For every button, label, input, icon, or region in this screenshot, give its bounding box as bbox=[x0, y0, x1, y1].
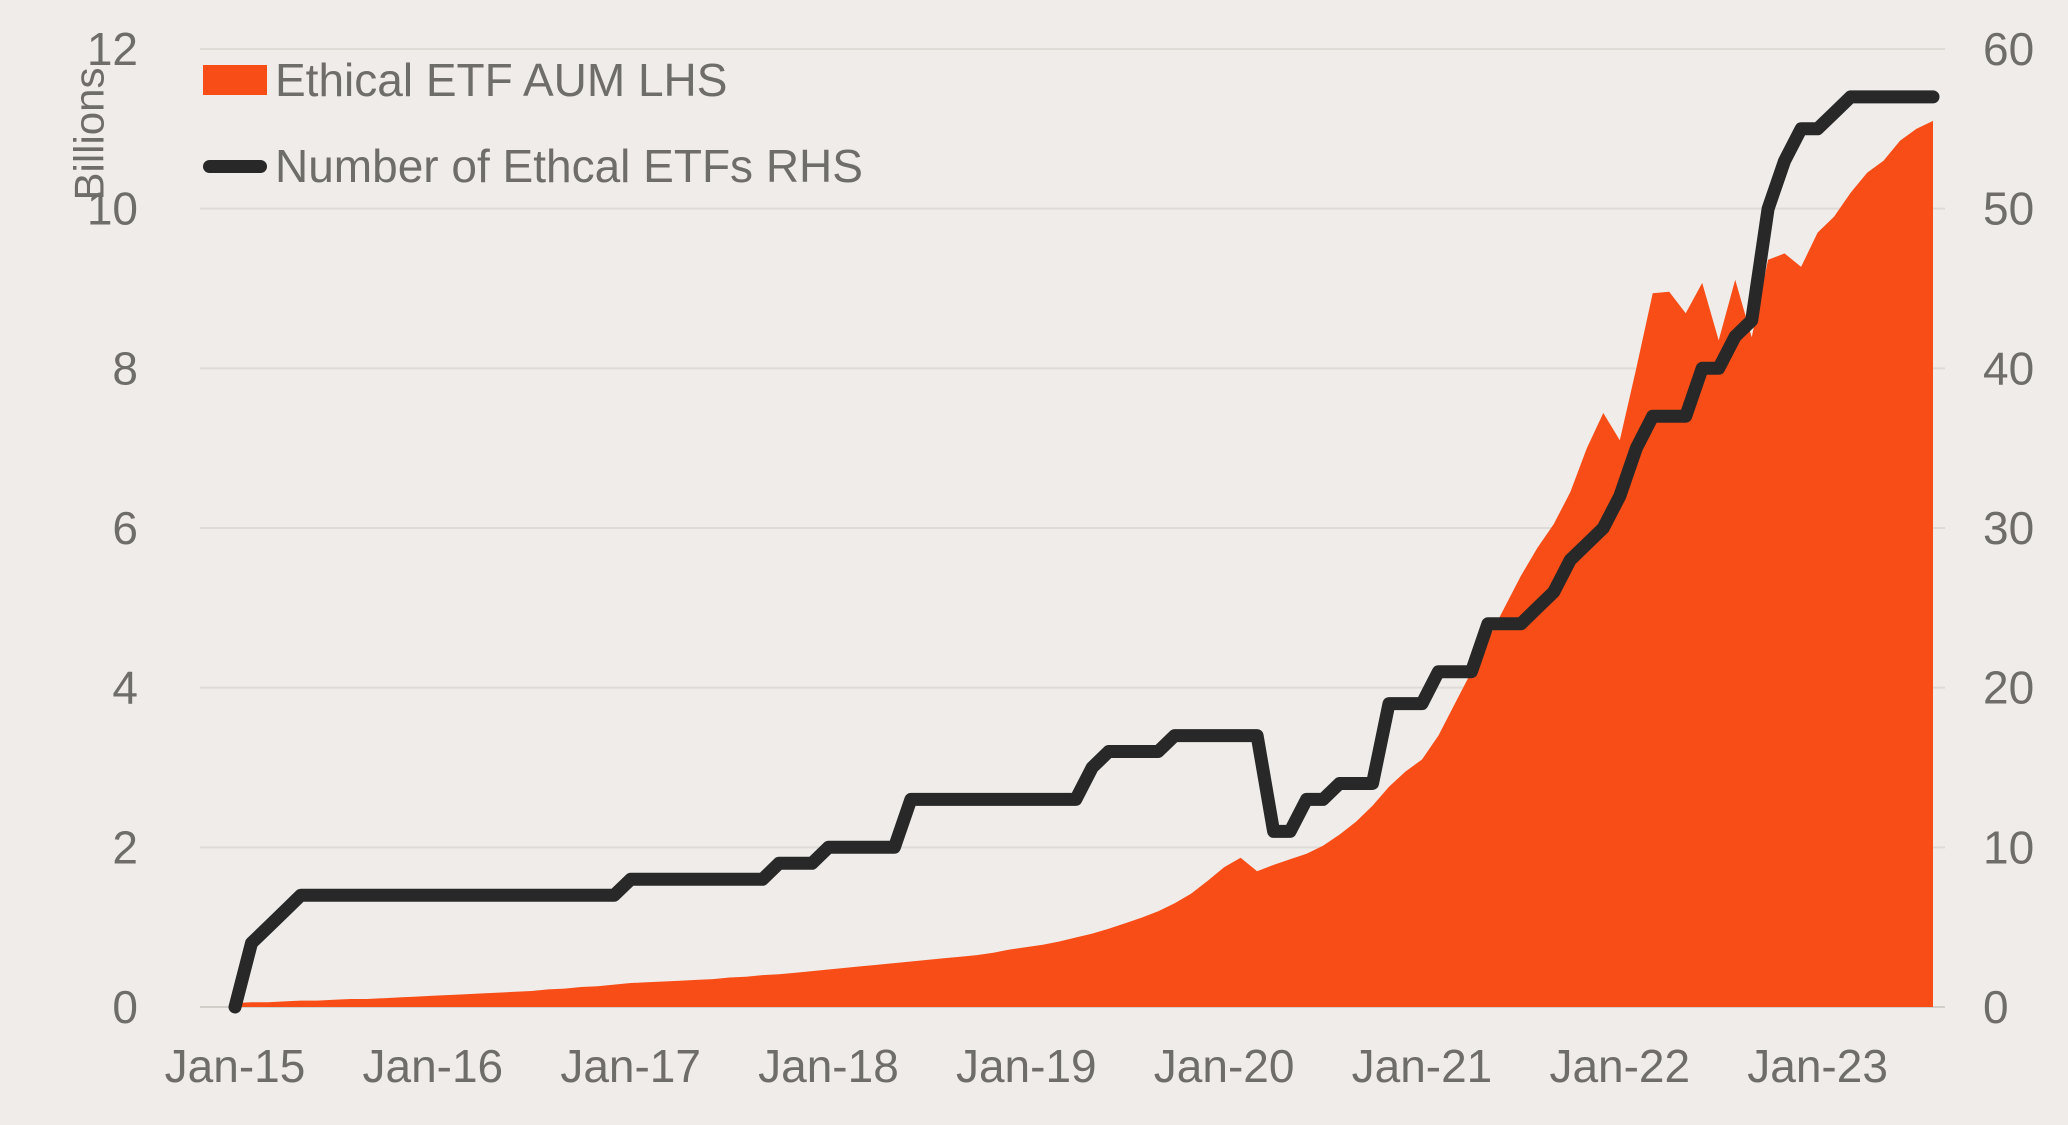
x-tick-label: Jan-20 bbox=[1154, 1040, 1295, 1092]
y-left-tick-label: 8 bbox=[112, 342, 138, 394]
x-tick-label: Jan-18 bbox=[758, 1040, 899, 1092]
x-tick-label: Jan-15 bbox=[165, 1040, 306, 1092]
x-tick-label: Jan-19 bbox=[956, 1040, 1097, 1092]
x-tick-label: Jan-22 bbox=[1549, 1040, 1690, 1092]
y-right-tick-label: 20 bbox=[1983, 662, 2034, 714]
x-tick-label: Jan-21 bbox=[1352, 1040, 1493, 1092]
y-right-tick-label: 10 bbox=[1983, 821, 2034, 873]
etf-count-line-series bbox=[228, 90, 1940, 1014]
y-left-tick-label: 2 bbox=[112, 821, 138, 873]
y-left-tick-label: 4 bbox=[112, 662, 138, 714]
x-tick-label: Jan-17 bbox=[560, 1040, 701, 1092]
x-tick-label: Jan-16 bbox=[362, 1040, 503, 1092]
y-right-tick-label: 50 bbox=[1983, 183, 2034, 235]
y-left-tick-label: 6 bbox=[112, 502, 138, 554]
y-left-axis-title: Billions bbox=[66, 67, 113, 200]
aum-area-series bbox=[235, 120, 1933, 1007]
y-right-tick-label: 0 bbox=[1983, 981, 2009, 1033]
y-left-tick-label: 0 bbox=[112, 981, 138, 1033]
y-right-tick-label: 60 bbox=[1983, 23, 2034, 75]
y-right-tick-label: 30 bbox=[1983, 502, 2034, 554]
x-tick-label: Jan-23 bbox=[1747, 1040, 1888, 1092]
y-right-tick-label: 40 bbox=[1983, 342, 2034, 394]
y-left-tick-label: 10 bbox=[87, 183, 138, 235]
y-left-tick-label: 12 bbox=[87, 23, 138, 75]
